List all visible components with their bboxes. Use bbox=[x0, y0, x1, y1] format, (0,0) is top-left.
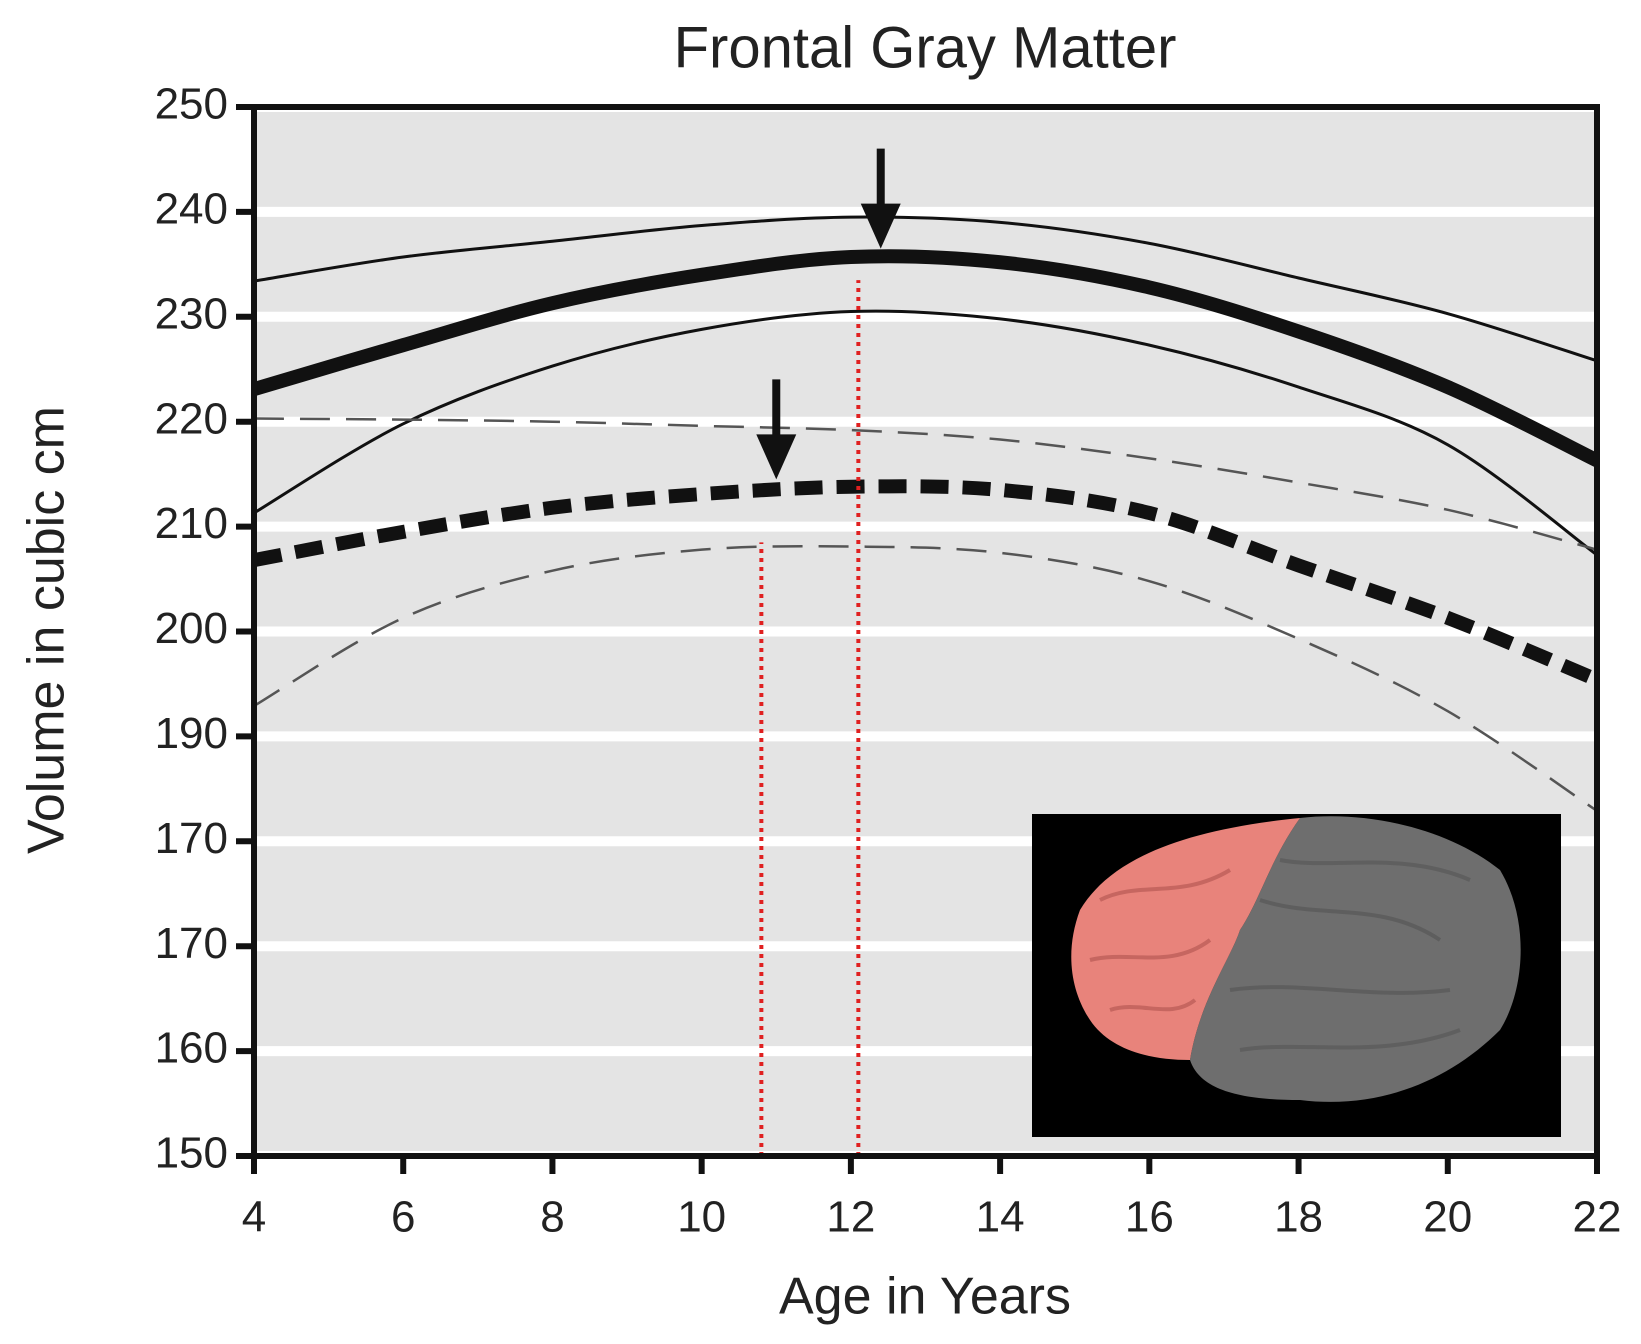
series-line bbox=[252, 479, 1600, 687]
x-tick-label: 6 bbox=[391, 1193, 415, 1242]
x-tick-label: 10 bbox=[677, 1193, 726, 1242]
x-tick-label: 8 bbox=[540, 1193, 564, 1242]
y-tick-label: 170 bbox=[155, 919, 228, 968]
y-tick-label: 150 bbox=[155, 1129, 228, 1178]
axis-frame bbox=[251, 104, 1600, 1159]
y-tick-label: 190 bbox=[155, 709, 228, 758]
y-tick-label: 160 bbox=[155, 1024, 228, 1073]
x-tick-label: 20 bbox=[1423, 1193, 1472, 1242]
brain-inset bbox=[1032, 814, 1561, 1137]
series-line bbox=[253, 417, 1598, 551]
axes: 150 160 170 170 190 200 210 220 230 240 250 4 6 8 10 12… bbox=[155, 80, 1622, 1242]
arrow bbox=[756, 379, 797, 480]
x-axis-label: Age in Years bbox=[779, 1268, 1071, 1326]
x-tick-label: 12 bbox=[826, 1193, 875, 1242]
series-line bbox=[253, 544, 1598, 812]
y-tick-label: 170 bbox=[155, 814, 228, 863]
series-line bbox=[252, 249, 1601, 467]
y-tick-label: 200 bbox=[155, 604, 228, 653]
x-tick-label: 4 bbox=[242, 1193, 266, 1242]
series-line bbox=[253, 215, 1598, 363]
x-tick-label: 22 bbox=[1573, 1193, 1622, 1242]
x-tick-label: 16 bbox=[1125, 1193, 1174, 1242]
y-tick-label: 240 bbox=[155, 185, 228, 234]
lines bbox=[252, 148, 1601, 1156]
y-axis-label: Volume in cubic cm bbox=[18, 406, 76, 854]
series-line bbox=[253, 309, 1598, 557]
y-tick-label: 210 bbox=[155, 499, 228, 548]
x-tick-label: 14 bbox=[976, 1193, 1025, 1242]
chart-title: Frontal Gray Matter bbox=[674, 15, 1177, 80]
y-tick-label: 220 bbox=[155, 394, 228, 443]
x-tick-label: 18 bbox=[1274, 1193, 1323, 1242]
y-tick-label: 230 bbox=[155, 289, 228, 338]
arrow bbox=[860, 148, 901, 249]
y-tick-label: 250 bbox=[155, 80, 228, 129]
